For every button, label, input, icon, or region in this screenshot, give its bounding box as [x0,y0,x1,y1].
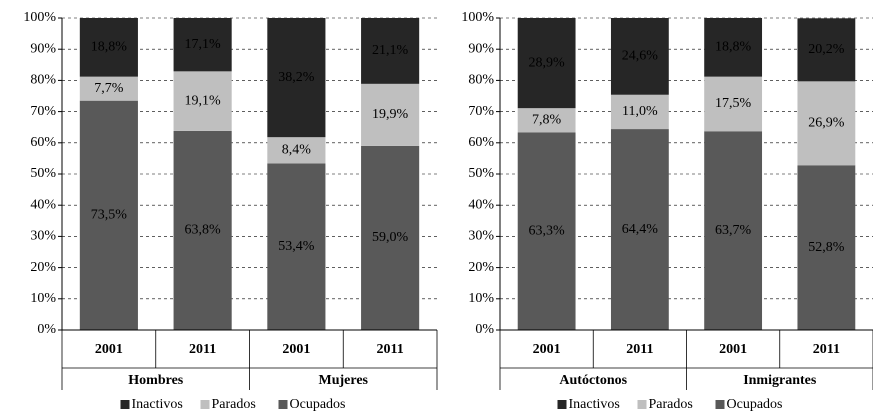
y-tick-label: 80% [468,73,494,88]
x-tick-label: 2001 [533,342,561,357]
value-label: 20,2% [808,42,845,57]
bar-segment [79,100,138,331]
bar-segment [704,18,763,77]
y-tick-label: 70% [468,104,494,119]
legend-swatch [278,400,288,409]
value-label: 59,0% [372,230,409,245]
bar-segment [361,18,420,84]
value-label: 26,9% [808,116,845,131]
value-label: 18,8% [715,40,752,55]
value-label: 17,1% [185,37,222,52]
value-label: 8,4% [282,143,312,158]
y-tick-label: 30% [30,229,56,244]
y-tick-label: 0% [475,322,494,337]
bar-segment [173,130,232,330]
y-tick-label: 60% [30,135,56,150]
legend-label: Parados [649,397,693,412]
bar-segment [173,71,232,131]
value-label: 7,7% [94,81,124,96]
value-label: 63,3% [529,223,566,238]
legend-label: Parados [212,397,256,412]
value-label: 52,8% [808,240,845,255]
legend-swatch [637,400,647,409]
bar-segment [267,18,326,138]
bar-segment [610,129,669,330]
group-label: Hombres [128,373,184,388]
bar-segment [79,76,138,101]
y-tick-label: 10% [30,291,56,306]
bar-segment [79,18,138,77]
value-label: 28,9% [529,55,566,70]
y-tick-label: 20% [30,260,56,275]
y-tick-label: 50% [468,166,494,181]
value-label: 7,8% [532,113,562,128]
y-tick-label: 70% [30,104,56,119]
bar-segment [704,76,763,132]
y-tick-label: 50% [30,166,56,181]
y-tick-label: 20% [468,260,494,275]
bar-segment [173,18,232,72]
x-tick-label: 2011 [377,342,404,357]
value-label: 38,2% [278,70,315,85]
value-label: 11,0% [622,104,658,119]
y-tick-label: 100% [461,10,494,25]
bar-segment [610,94,669,130]
value-label: 53,4% [278,239,315,254]
value-label: 21,1% [372,43,409,58]
bar-segment [517,108,576,133]
value-label: 63,8% [185,223,222,238]
y-tick-label: 100% [23,10,56,25]
group-label: Inmigrantes [743,373,817,388]
bar-segment [797,18,856,82]
bar-segment [704,131,763,330]
x-tick-label: 2011 [189,342,216,357]
y-tick-label: 10% [468,291,494,306]
legend-label: Ocupados [290,397,346,412]
legend-swatch [715,400,725,409]
y-tick-label: 30% [468,229,494,244]
value-label: 73,5% [91,208,128,223]
legend-swatch [120,400,130,409]
bar-segment [267,163,326,330]
bar-segment [610,18,669,95]
value-label: 19,9% [372,107,409,122]
value-label: 63,7% [715,223,752,238]
legend-label: Inactivos [569,397,620,412]
value-label: 17,5% [715,96,752,111]
value-label: 19,1% [185,93,222,108]
legend-swatch [557,400,567,409]
x-tick-label: 2001 [282,342,310,357]
group-label: Autóctonos [559,373,627,388]
bar-segment [361,145,420,330]
legend-label: Inactivos [132,397,183,412]
y-tick-label: 40% [468,197,494,212]
y-tick-label: 90% [30,41,56,56]
bar-segment [797,81,856,166]
value-label: 64,4% [622,222,659,237]
legend-label: Ocupados [727,397,783,412]
legend-swatch [200,400,210,409]
x-tick-label: 2011 [813,342,840,357]
value-label: 24,6% [622,49,659,64]
bar-segment [361,83,420,146]
x-tick-label: 2001 [95,342,123,357]
group-label: Mujeres [319,373,369,388]
bar-segment [267,137,326,164]
y-tick-label: 0% [37,322,56,337]
x-tick-label: 2011 [626,342,653,357]
x-tick-label: 2001 [719,342,747,357]
bar-segment [517,18,576,109]
bar-segment [797,165,856,330]
y-tick-label: 90% [468,41,494,56]
y-tick-label: 40% [30,197,56,212]
y-tick-label: 80% [30,73,56,88]
y-tick-label: 60% [468,135,494,150]
bar-segment [517,132,576,330]
value-label: 18,8% [91,40,128,55]
